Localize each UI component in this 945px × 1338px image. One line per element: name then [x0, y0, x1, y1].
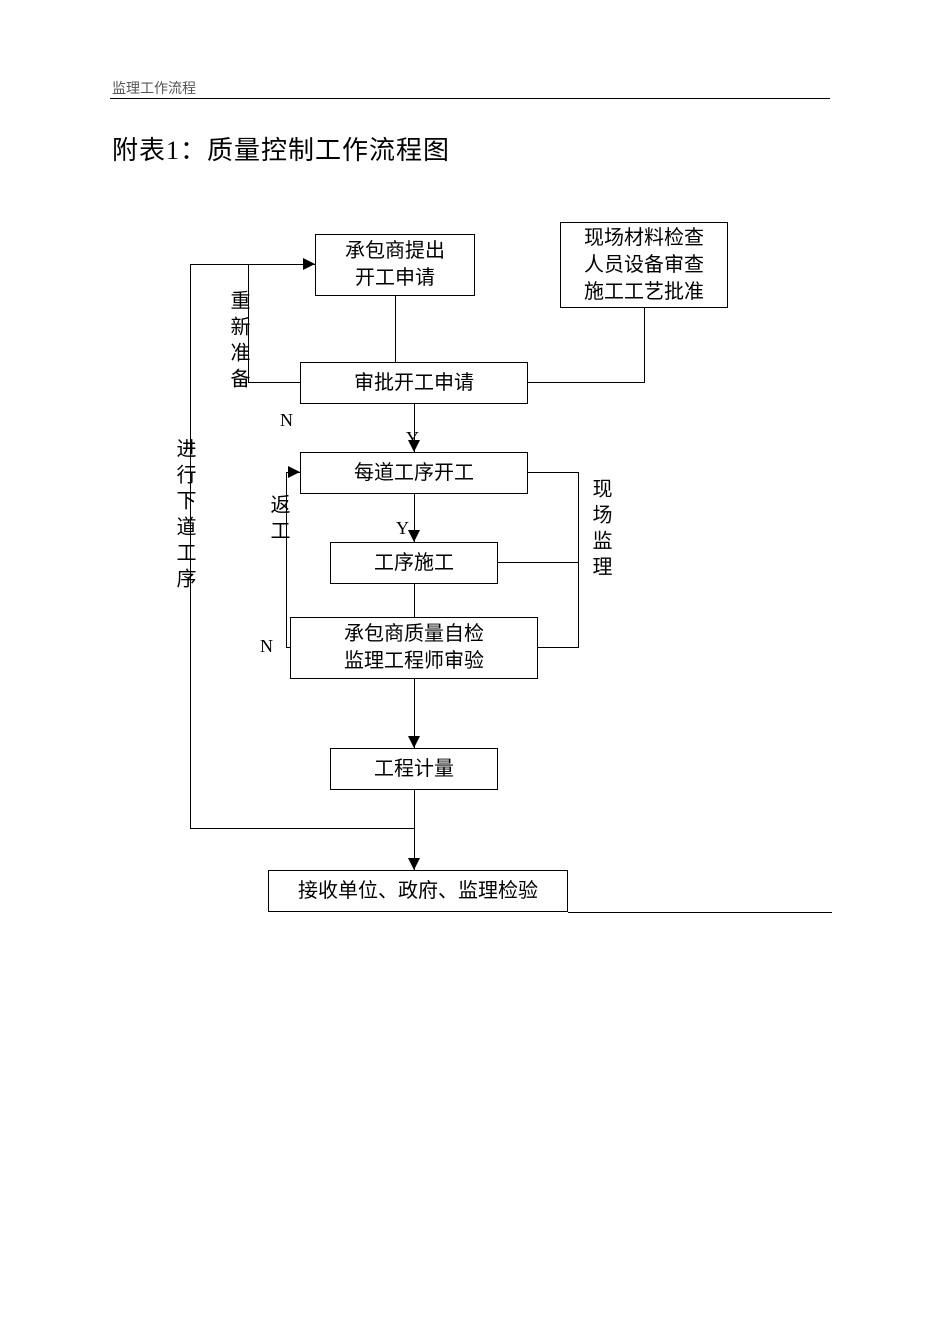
node-self-check-review: 承包商质量自检 监理工程师审验: [290, 617, 538, 679]
page-header-text: 监理工作流程: [112, 78, 196, 98]
node-contractor-apply: 承包商提出 开工申请: [315, 234, 475, 296]
edge-right-h-mid: [498, 562, 578, 563]
edge-n1-n3: [395, 296, 396, 362]
arrow-n6-n7: [408, 736, 420, 748]
edge-right-h2: [538, 647, 578, 648]
edge-n5-n6: [414, 584, 415, 617]
edge-n2-left: [528, 382, 645, 383]
edge-loop3-h-top: [190, 264, 248, 265]
edge-n3-left: [248, 382, 300, 383]
bottom-rule: [568, 912, 832, 913]
elabel-y-2: Y: [396, 518, 409, 539]
elabel-y-1: Y: [406, 428, 419, 449]
edge-right-v: [578, 472, 579, 648]
arrow-loop2: [288, 466, 300, 478]
vlabel-next-process: 进行下道工序: [170, 438, 199, 594]
node-process-construction: 工序施工: [330, 542, 498, 584]
node-final-inspection: 接收单位、政府、监理检验: [268, 870, 568, 912]
arrow-loop1: [303, 258, 315, 270]
header-rule: [110, 98, 830, 99]
edge-right-h1: [528, 472, 578, 473]
vlabel-reprepare: 重新准备: [224, 290, 253, 394]
node-each-process-start: 每道工序开工: [300, 452, 528, 494]
vlabel-site-supervision: 现场监理: [586, 478, 615, 582]
edge-loop3-h-bottom: [190, 828, 414, 829]
arrow-n7-n8: [408, 858, 420, 870]
vlabel-rework: 返工: [264, 494, 293, 546]
edge-n2-down: [644, 308, 645, 383]
node-site-material-check: 现场材料检查 人员设备审查 施工工艺批准: [560, 222, 728, 308]
node-approve-application: 审批开工申请: [300, 362, 528, 404]
node-quantity-measure: 工程计量: [330, 748, 498, 790]
page-title: 附表1：质量控制工作流程图: [112, 130, 450, 167]
elabel-n-2: N: [260, 636, 273, 657]
arrow-n4-n5: [408, 530, 420, 542]
elabel-n-1: N: [280, 410, 293, 431]
